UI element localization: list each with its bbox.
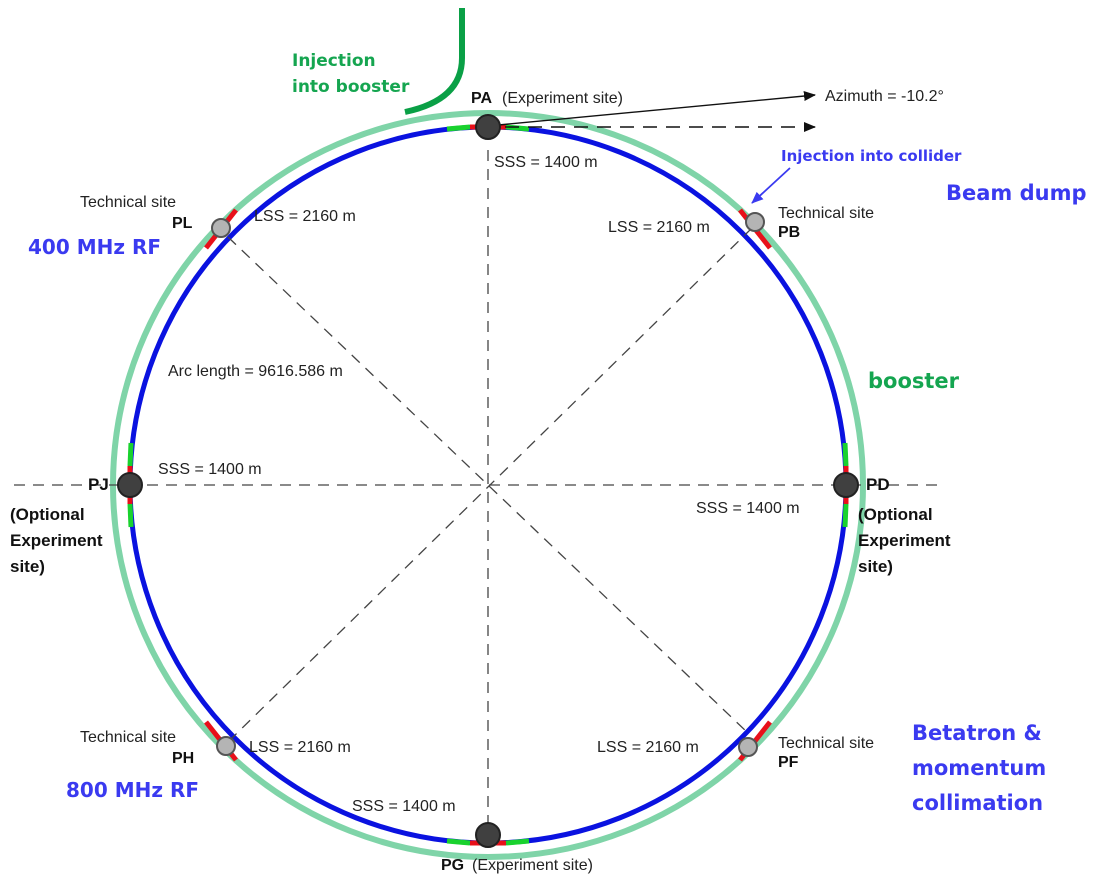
booster-label: booster	[868, 369, 960, 393]
site-pl-name: PL	[172, 215, 193, 232]
site-pl-marker[interactable]	[211, 218, 231, 238]
injection-booster-label-line-1: Injection	[292, 51, 376, 71]
sss-bottom-label: SSS = 1400 m	[352, 798, 456, 815]
collimation-label-line-3: collimation	[912, 791, 1043, 815]
site-pb-desc: Technical site	[778, 205, 874, 222]
site-pd-desc-line-1: (Optional	[858, 505, 933, 524]
site-pf-name: PF	[778, 754, 799, 771]
site-pd-desc-line-2: Experiment	[858, 531, 951, 550]
site-pf-desc: Technical site	[778, 735, 874, 752]
rf-400-label: 400 MHz RF	[28, 235, 161, 259]
azimuth-arrow	[487, 91, 816, 127]
site-pj-marker[interactable]	[117, 472, 143, 498]
injection-collider-label: Injection into collider	[781, 147, 962, 165]
site-pg-name: PG	[441, 857, 464, 874]
injection-booster-label-line-2: into booster	[292, 77, 410, 97]
site-pd-marker[interactable]	[833, 472, 859, 498]
site-pj-desc-line-1: (Optional	[10, 505, 85, 524]
site-pd-desc-line-3: site)	[858, 557, 893, 576]
lss-pb-label: LSS = 2160 m	[608, 219, 710, 236]
lss-pl-label: LSS = 2160 m	[254, 208, 356, 225]
sss-top-label: SSS = 1400 m	[494, 154, 598, 171]
site-pg-marker[interactable]	[475, 822, 501, 848]
site-pj-name: PJ	[88, 475, 109, 494]
site-ph-marker[interactable]	[216, 736, 236, 756]
sss-right-label: SSS = 1400 m	[696, 500, 800, 517]
sss-left-label: SSS = 1400 m	[158, 461, 262, 478]
rf-800-label: 800 MHz RF	[66, 778, 199, 802]
site-pj-desc-line-3: site)	[10, 557, 45, 576]
site-pj-desc-line-2: Experiment	[10, 531, 103, 550]
collimation-label-line-2: momentum	[912, 756, 1046, 780]
lss-ph-label: LSS = 2160 m	[249, 739, 351, 756]
site-pf-marker[interactable]	[738, 737, 758, 757]
site-pa-name: PA	[471, 90, 492, 107]
beam-dump-label: Beam dump	[946, 181, 1087, 205]
site-pa-marker[interactable]	[475, 114, 501, 140]
azimuth-label: Azimuth = -10.2°	[825, 88, 944, 105]
site-ph-desc: Technical site	[80, 729, 176, 746]
collider-injection-arrow	[751, 167, 791, 204]
site-pb-marker[interactable]	[745, 212, 765, 232]
site-ph-name: PH	[172, 750, 194, 767]
booster-injection-line	[404, 8, 465, 115]
site-pb-name: PB	[778, 224, 800, 241]
radial-dashed-lines	[14, 150, 945, 825]
site-pg-desc: (Experiment site)	[472, 857, 593, 874]
lss-pf-label: LSS = 2160 m	[597, 739, 699, 756]
site-pa-desc: (Experiment site)	[502, 90, 623, 107]
collimation-label-line-1: Betatron &	[912, 721, 1042, 745]
arc-length-label: Arc length = 9616.586 m	[168, 363, 343, 380]
site-pd-name: PD	[866, 475, 890, 494]
site-pl-desc: Technical site	[80, 194, 176, 211]
